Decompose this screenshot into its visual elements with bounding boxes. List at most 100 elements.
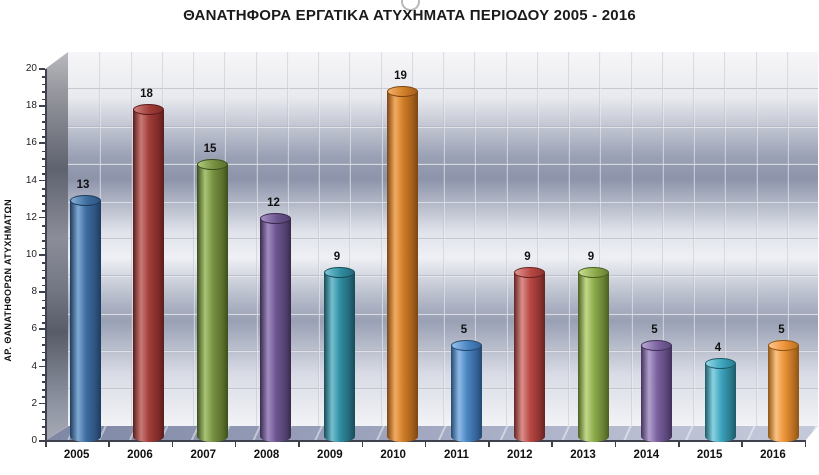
y-axis-minor-tick bbox=[42, 225, 45, 227]
y-axis-major-tick bbox=[39, 142, 45, 144]
y-tick-label: 8 bbox=[31, 286, 37, 298]
cylinder-bottom-cap bbox=[69, 430, 101, 442]
x-tick-label: 2015 bbox=[696, 449, 723, 461]
y-axis-minor-tick bbox=[42, 411, 45, 413]
y-tick-label: 6 bbox=[31, 323, 37, 335]
cylinder-body bbox=[323, 272, 355, 436]
bar-value-label: 13 bbox=[76, 179, 90, 192]
y-axis-line bbox=[45, 69, 47, 441]
cylinder-bottom-cap bbox=[514, 430, 545, 442]
y-tick-label: 0 bbox=[31, 435, 37, 446]
v-gridline bbox=[349, 52, 352, 426]
y-tick-label: 2 bbox=[31, 397, 37, 409]
cylinder-top-cap bbox=[323, 267, 355, 279]
cylinder-body bbox=[196, 164, 228, 436]
y-axis-minor-tick bbox=[42, 336, 45, 339]
v-gridline bbox=[661, 52, 664, 426]
bar-value-label: 18 bbox=[140, 88, 153, 101]
y-axis-minor-tick bbox=[42, 262, 45, 265]
y-tick-label: 20 bbox=[25, 63, 37, 74]
cylinder-bottom-cap bbox=[196, 430, 228, 442]
cylinder-bottom-cap bbox=[133, 430, 164, 442]
cylinder-bottom-cap bbox=[323, 430, 355, 442]
x-axis-tick bbox=[488, 441, 490, 447]
v-gridline bbox=[786, 52, 789, 426]
cylinder-body bbox=[69, 200, 101, 436]
cylinder-body bbox=[450, 345, 482, 436]
y-axis-minor-tick bbox=[42, 98, 45, 101]
cylinder-top-cap bbox=[641, 339, 672, 351]
bar-value-label: 9 bbox=[333, 251, 341, 264]
x-tick-label: 2008 bbox=[253, 449, 280, 461]
x-tick-label: 2016 bbox=[760, 449, 786, 461]
y-axis-minor-tick bbox=[42, 240, 45, 242]
v-gridline bbox=[536, 52, 539, 426]
y-axis-minor-tick bbox=[42, 388, 45, 391]
floor bbox=[45, 426, 818, 441]
y-axis-minor-tick bbox=[42, 150, 45, 153]
bar-value-label: 12 bbox=[267, 197, 280, 210]
cylinder-body bbox=[641, 345, 672, 436]
x-tick-label: 2014 bbox=[633, 449, 660, 461]
x-axis-tick bbox=[108, 441, 110, 447]
rotation-handle[interactable] bbox=[401, 0, 420, 11]
x-axis-tick bbox=[678, 441, 680, 447]
y-axis-minor-tick bbox=[42, 135, 45, 138]
x-axis-tick bbox=[614, 441, 617, 447]
x-axis-tick bbox=[45, 441, 47, 447]
x-axis-tick bbox=[298, 441, 300, 447]
cylinder-bottom-cap bbox=[450, 430, 482, 442]
y-axis-minor-tick bbox=[42, 128, 45, 131]
y-axis-minor-tick bbox=[42, 381, 45, 384]
y-axis-minor-tick bbox=[42, 351, 45, 354]
cylinder-top-cap bbox=[387, 86, 418, 98]
x-axis-tick bbox=[234, 441, 237, 447]
cylinder-top-cap bbox=[704, 358, 736, 370]
cylinder-body bbox=[133, 109, 164, 436]
y-axis-major-tick bbox=[39, 68, 45, 70]
bar-value-label: 5 bbox=[460, 323, 468, 336]
x-tick-label: 2009 bbox=[317, 449, 343, 461]
y-axis-minor-tick bbox=[42, 247, 45, 250]
cylinder-body bbox=[387, 91, 418, 436]
x-axis-tick bbox=[361, 441, 364, 447]
cylinder-top-cap bbox=[577, 267, 609, 279]
cylinder-bottom-cap bbox=[387, 430, 418, 442]
v-gridline bbox=[380, 52, 383, 426]
y-tick-label: 12 bbox=[25, 211, 37, 223]
v-gridline bbox=[505, 52, 508, 426]
back-wall bbox=[68, 52, 818, 426]
y-axis-minor-tick bbox=[42, 396, 45, 398]
v-gridline bbox=[568, 52, 570, 426]
y-axis-minor-tick bbox=[42, 210, 45, 212]
v-gridline bbox=[130, 52, 133, 426]
cylinder-body bbox=[768, 345, 799, 436]
v-gridline bbox=[443, 52, 445, 426]
x-axis-tick bbox=[741, 441, 743, 447]
y-axis-major-tick bbox=[39, 254, 45, 256]
cylinder-bottom-cap bbox=[641, 430, 672, 442]
y-axis-minor-tick bbox=[42, 418, 45, 421]
cylinder-top-cap bbox=[514, 267, 545, 279]
cylinder-top-cap bbox=[133, 104, 164, 116]
bar-value-label: 4 bbox=[714, 342, 722, 355]
x-tick-label: 2013 bbox=[570, 449, 596, 461]
y-axis-minor-tick bbox=[42, 158, 45, 160]
y-axis-major-tick bbox=[39, 365, 45, 368]
y-axis-minor-tick bbox=[42, 121, 45, 123]
cylinder-top-cap bbox=[260, 213, 291, 225]
y-axis-minor-tick bbox=[42, 344, 45, 346]
y-axis-minor-tick bbox=[42, 433, 45, 436]
cylinder-top-cap bbox=[69, 195, 101, 207]
y-axis-minor-tick bbox=[42, 83, 45, 86]
y-axis-minor-tick bbox=[42, 188, 45, 190]
bar-value-label: 19 bbox=[394, 70, 407, 83]
y-tick-label: 4 bbox=[31, 360, 37, 372]
bar-value-label: 9 bbox=[524, 251, 531, 264]
v-gridline bbox=[318, 52, 320, 426]
cylinder-top-cap bbox=[768, 339, 799, 351]
v-gridline bbox=[755, 52, 758, 426]
cylinder-bottom-cap bbox=[577, 430, 609, 442]
cylinder-bottom-cap bbox=[260, 430, 291, 442]
x-tick-label: 2005 bbox=[63, 449, 90, 461]
